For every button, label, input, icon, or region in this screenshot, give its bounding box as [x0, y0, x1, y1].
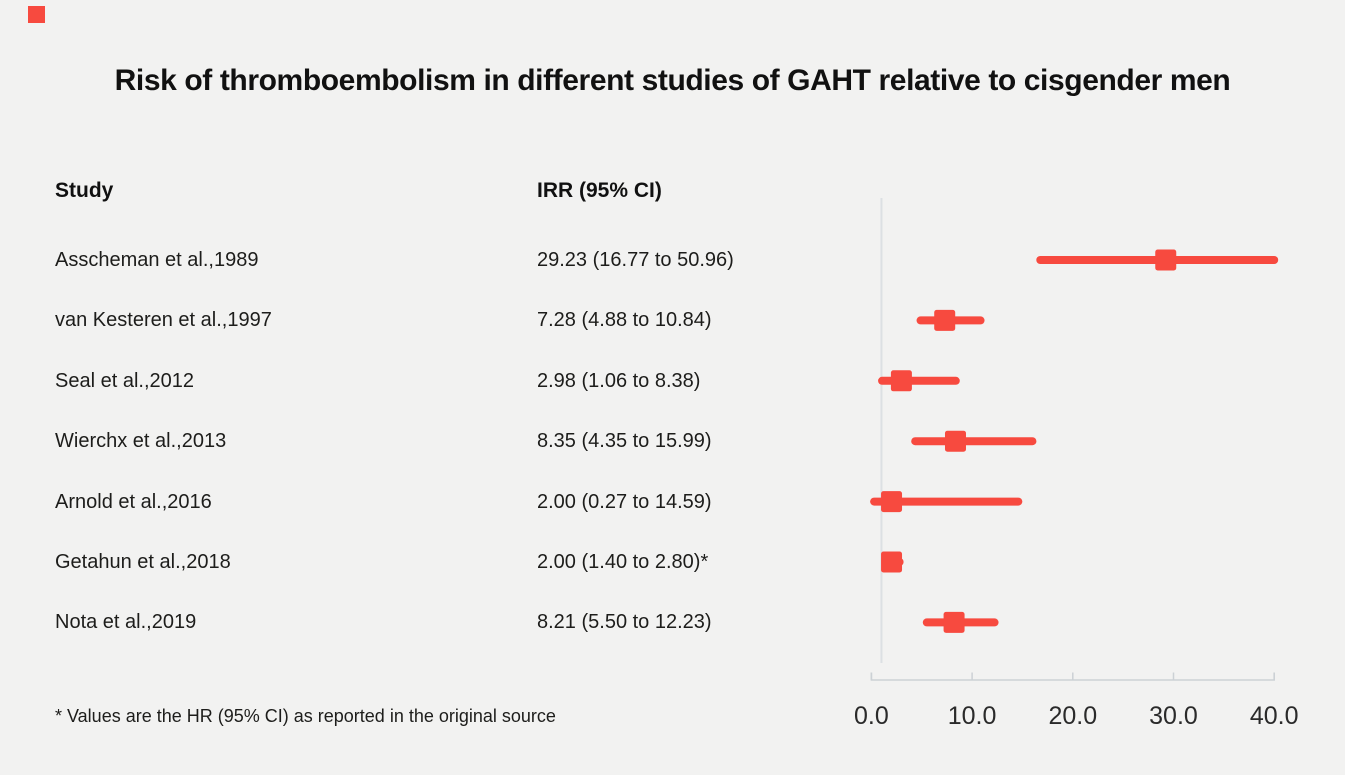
irr-marker	[934, 309, 956, 331]
irr-marker	[890, 370, 912, 392]
x-axis-tick-label: 30.0	[1149, 702, 1198, 730]
irr-ci-value: 2.98 (1.06 to 8.38)	[537, 369, 701, 392]
irr-marker	[881, 551, 903, 573]
study-label: Nota et al.,2019	[55, 611, 197, 634]
irr-ci-value: 8.35 (4.35 to 15.99)	[537, 430, 712, 453]
x-axis-tick-label: 20.0	[1048, 702, 1097, 730]
x-axis-tick-label: 10.0	[948, 702, 997, 730]
irr-marker	[1155, 249, 1177, 271]
study-column-header: Study	[55, 179, 114, 202]
footnote: * Values are the HR (95% CI) as reported…	[55, 706, 556, 726]
irr-column-header: IRR (95% CI)	[537, 179, 662, 202]
study-label: Asscheman et al.,1989	[55, 249, 259, 271]
irr-ci-value: 2.00 (0.27 to 14.59)	[537, 490, 712, 513]
study-label: van Kesteren et al.,1997	[55, 309, 272, 332]
study-label: Arnold et al.,2016	[55, 490, 212, 513]
irr-marker	[944, 430, 966, 452]
x-axis-tick-label: 40.0	[1250, 702, 1299, 730]
irr-marker	[943, 611, 965, 633]
irr-marker	[881, 491, 903, 513]
brand-red-square	[28, 6, 45, 23]
study-label: Wierchx et al.,2013	[55, 430, 227, 453]
chart-title: Risk of thromboembolism in different stu…	[114, 64, 1231, 97]
irr-ci-value: 7.28 (4.88 to 10.84)	[537, 309, 712, 332]
irr-ci-value: 2.00 (1.40 to 2.80)*	[537, 551, 709, 573]
irr-ci-value: 29.23 (16.77 to 50.96)	[537, 249, 734, 271]
irr-ci-value: 8.21 (5.50 to 12.23)	[537, 611, 712, 634]
study-label: Getahun et al.,2018	[55, 551, 231, 573]
study-label: Seal et al.,2012	[55, 369, 194, 392]
x-axis-tick-label: 0.0	[854, 702, 889, 730]
